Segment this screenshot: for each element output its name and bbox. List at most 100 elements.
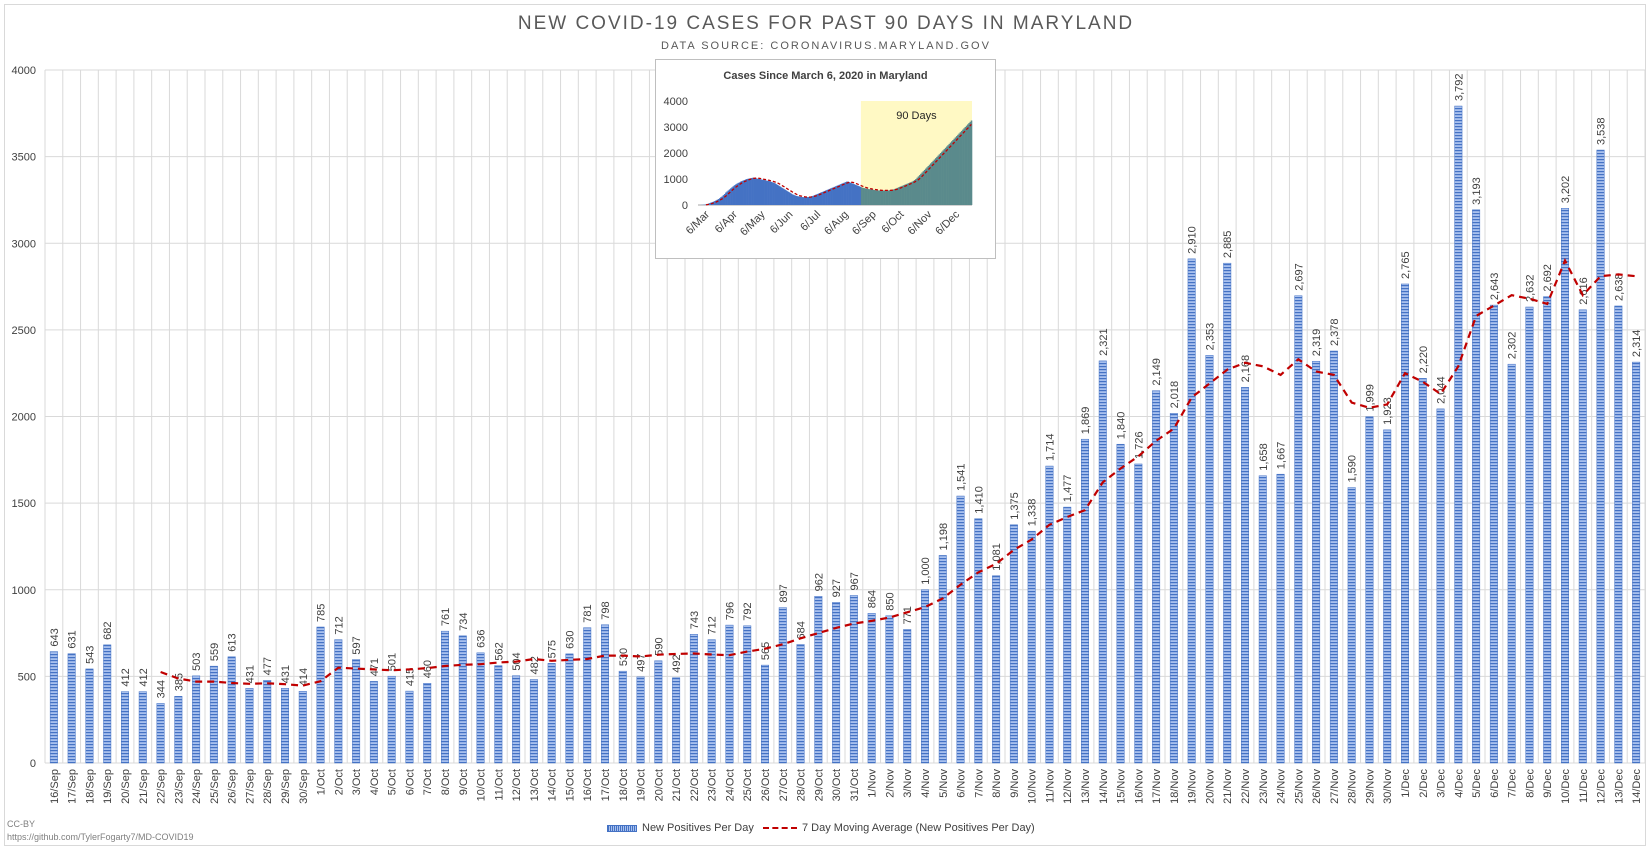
x-tick-label: 8/Oct bbox=[440, 769, 452, 795]
x-tick-label: 11/Oct bbox=[493, 769, 505, 801]
x-tick-label: 19/Oct bbox=[636, 769, 648, 801]
x-tick-label: 18/Sep bbox=[84, 769, 96, 804]
x-tick-label: 13/Dec bbox=[1613, 769, 1625, 804]
bar bbox=[334, 639, 343, 764]
bar bbox=[1401, 283, 1409, 764]
chart-subtitle: DATA SOURCE: CORONAVIRUS.MARYLAND.GOV bbox=[661, 40, 991, 52]
x-tick-label: 20/Nov bbox=[1204, 769, 1216, 804]
inset-chart-title: Cases Since March 6, 2020 in Maryland bbox=[723, 70, 928, 82]
x-tick-label: 28/Sep bbox=[262, 769, 274, 804]
bar bbox=[725, 624, 734, 764]
x-tick-label: 2/Dec bbox=[1418, 769, 1430, 798]
bar bbox=[1169, 413, 1178, 764]
bar-data-label: 2,220 bbox=[1418, 346, 1430, 374]
bar-data-label: 385 bbox=[173, 673, 185, 691]
bar-data-label: 771 bbox=[902, 606, 914, 624]
y-tick-label: 1500 bbox=[12, 498, 36, 510]
bar bbox=[263, 680, 272, 764]
x-tick-label: 19/Sep bbox=[102, 769, 114, 804]
bar-data-label: 2,616 bbox=[1578, 277, 1590, 305]
bar bbox=[512, 675, 521, 764]
repo-link[interactable]: https://github.com/TylerFogarty7/MD-COVI… bbox=[7, 832, 194, 842]
bar-data-label: 1,667 bbox=[1276, 442, 1288, 470]
x-tick-label: 17/Oct bbox=[600, 769, 612, 801]
bar-data-label: 630 bbox=[564, 630, 576, 648]
bar-data-label: 1,477 bbox=[1062, 475, 1074, 503]
x-tick-label: 14/Oct bbox=[547, 769, 559, 801]
bar-data-label: 503 bbox=[191, 652, 203, 670]
bar-data-label: 3,538 bbox=[1596, 118, 1608, 146]
bar-data-label: 2,353 bbox=[1204, 323, 1216, 351]
y-tick-label: 2500 bbox=[12, 325, 36, 337]
bar-data-label: 2,321 bbox=[1098, 328, 1110, 356]
x-tick-label: 9/Dec bbox=[1542, 769, 1554, 798]
y-tick-label: 500 bbox=[18, 671, 36, 683]
bar bbox=[618, 670, 627, 764]
bar bbox=[441, 630, 449, 764]
bar-data-label: 798 bbox=[600, 601, 612, 619]
bar-data-label: 796 bbox=[724, 602, 736, 620]
x-tick-label: 28/Oct bbox=[796, 769, 808, 801]
x-tick-label: 28/Nov bbox=[1347, 769, 1359, 804]
bar-data-label: 761 bbox=[440, 608, 452, 626]
legend-line-label: 7 Day Moving Average (New Positives Per … bbox=[802, 822, 1035, 834]
bar bbox=[921, 589, 929, 764]
bar-data-label: 414 bbox=[298, 668, 310, 686]
bar-data-label: 492 bbox=[671, 654, 683, 672]
x-tick-label: 26/Oct bbox=[760, 769, 772, 801]
bar bbox=[298, 691, 307, 764]
x-tick-label: 3/Dec bbox=[1436, 769, 1448, 798]
bar-data-label: 2,378 bbox=[1329, 318, 1341, 346]
bar bbox=[1329, 350, 1338, 764]
bar bbox=[529, 679, 538, 764]
bar bbox=[387, 675, 396, 764]
bar-data-label: 897 bbox=[778, 584, 790, 602]
bar-data-label: 412 bbox=[138, 668, 150, 686]
bar bbox=[1205, 355, 1214, 764]
bar-data-label: 2,643 bbox=[1489, 273, 1501, 301]
bar-data-label: 864 bbox=[867, 590, 879, 608]
bar bbox=[974, 518, 983, 764]
bar bbox=[281, 688, 289, 764]
bar bbox=[689, 634, 698, 764]
bar-data-label: 412 bbox=[120, 668, 132, 686]
bar bbox=[67, 653, 76, 764]
x-tick-label: 15/Oct bbox=[564, 769, 576, 801]
x-tick-label: 29/Sep bbox=[280, 769, 292, 804]
x-tick-label: 18/Nov bbox=[1169, 769, 1181, 804]
bar bbox=[1312, 360, 1321, 764]
bar bbox=[743, 625, 752, 764]
bar-data-label: 636 bbox=[476, 629, 488, 647]
chart-title: NEW COVID-19 CASES FOR PAST 90 DAYS IN M… bbox=[517, 13, 1135, 34]
bar bbox=[49, 651, 58, 764]
x-tick-label: 24/Nov bbox=[1276, 769, 1288, 804]
bar-data-label: 613 bbox=[227, 633, 239, 651]
bar-data-label: 2,638 bbox=[1613, 273, 1625, 301]
bar bbox=[138, 691, 147, 764]
bar bbox=[1507, 363, 1516, 764]
x-tick-label: 13/Oct bbox=[529, 769, 541, 801]
bar bbox=[1187, 258, 1196, 764]
bar bbox=[565, 653, 574, 764]
bar-data-label: 2,044 bbox=[1436, 376, 1448, 404]
bar-data-label: 431 bbox=[280, 665, 292, 683]
bar-data-label: 559 bbox=[209, 643, 221, 661]
bar-data-label: 1,869 bbox=[1080, 407, 1092, 435]
bar-data-label: 712 bbox=[707, 616, 719, 634]
bar-data-label: 743 bbox=[689, 611, 701, 629]
x-tick-label: 22/Oct bbox=[689, 769, 701, 801]
bar bbox=[814, 596, 823, 764]
x-tick-label: 10/Nov bbox=[1027, 769, 1039, 804]
bar bbox=[849, 595, 858, 764]
bar-data-label: 1,590 bbox=[1347, 455, 1359, 483]
x-tick-label: 29/Nov bbox=[1364, 769, 1376, 804]
bar-data-label: 3,792 bbox=[1453, 74, 1465, 102]
x-tick-label: 29/Oct bbox=[813, 769, 825, 801]
bar bbox=[1258, 475, 1267, 764]
bar bbox=[707, 639, 716, 764]
bar bbox=[1632, 361, 1641, 764]
x-tick-label: 22/Nov bbox=[1240, 769, 1252, 804]
y-tick-label: 1000 bbox=[12, 585, 36, 597]
bar-data-label: 967 bbox=[849, 572, 861, 590]
